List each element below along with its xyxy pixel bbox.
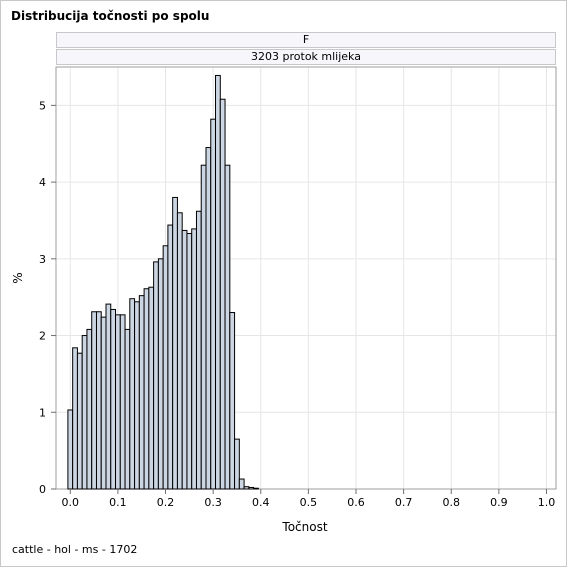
x-tick-label: 0.9 [490,496,508,509]
histogram-bar [100,316,107,490]
x-tick-label: 0.4 [252,496,270,509]
histogram-bar [153,261,159,490]
y-tick-label: 1 [39,406,46,419]
histogram-bar [224,164,231,490]
bars-layer [67,74,259,490]
histogram-bar [129,298,136,490]
x-tick-label: 0.3 [204,496,222,509]
histogram-bar [95,311,102,490]
x-tick-label: 0.5 [300,496,318,509]
histogram-bar [110,308,117,490]
histogram-bar [162,245,169,490]
x-tick-label: 0.0 [62,496,80,509]
histogram-bar [124,328,131,490]
histogram-bar [219,98,226,490]
panel-header-trait: 3203 protok mlijeka [56,49,556,65]
histogram-bar [205,147,212,490]
chart-title: Distribucija točnosti po spolu [11,9,210,23]
x-tick-label: 0.1 [109,496,127,509]
x-tick-label: 0.7 [395,496,413,509]
histogram-bar [238,478,245,490]
histogram-bar [105,303,112,490]
histogram-bar [67,409,74,490]
y-tick-label: 3 [39,253,46,266]
histogram-bar [243,486,250,490]
y-tick-label: 0 [39,483,46,496]
histogram-bar [91,311,97,490]
histogram-bar [215,74,221,490]
plot-border [55,66,557,490]
histogram-bar [86,328,93,490]
histogram-bar [191,228,197,490]
y-tick-label: 2 [39,330,46,343]
histogram-bar [200,164,207,490]
histogram-bar [143,288,150,490]
x-tick-label: 1.0 [538,496,556,509]
histogram-bar [167,224,174,490]
histogram-bar [157,258,164,490]
panel-header-sex: F [56,32,556,48]
histogram-bar [248,486,255,490]
histogram-bar [119,314,126,490]
histogram-bar [253,487,259,490]
y-tick-label: 5 [39,99,46,112]
histogram-bar [234,438,240,490]
histogram-bar [186,232,193,490]
y-tick-label: 4 [39,176,46,189]
histogram-bar [229,312,236,490]
footnote: cattle - hol - ms - 1702 [12,543,138,556]
histogram-bar [181,229,188,490]
histogram-bar [210,118,217,490]
histogram-bar [195,210,202,490]
y-axis-label: % [11,272,25,283]
histogram-bar [138,295,145,490]
histogram-bar [148,286,155,490]
histogram-bar [115,314,121,490]
x-tick-label: 0.2 [157,496,175,509]
axes-layer: 0.0 0.1 0.2 0.3 0.4 0.5 0.6 0.7 0.8 0.9 1.0 0 1 2 3 4 5 [39,99,555,509]
histogram-bar [76,352,83,490]
x-axis-label: Točnost [281,520,327,534]
histogram-bar [72,347,78,490]
x-tick-label: 0.6 [347,496,365,509]
x-tick-label: 0.8 [442,496,460,509]
histogram-bar [134,301,140,490]
histogram-bar [172,196,178,490]
histogram-bar [176,212,183,490]
histogram-bar [81,335,88,490]
